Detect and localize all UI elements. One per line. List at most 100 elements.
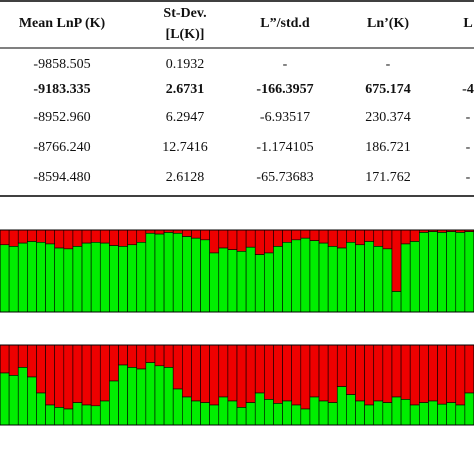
red-part [282,229,292,243]
table-cell: -65.73683 [256,170,313,185]
green-part [8,246,19,313]
table-cell: 12.7416 [162,140,208,155]
green-part [145,232,156,313]
header-cell: Ln’(K) [367,16,409,31]
green-part [99,400,110,426]
green-part [346,394,356,426]
red-part [200,344,210,403]
green-part [309,240,320,313]
table-cell: -9183.335 [33,82,90,97]
green-part [54,247,65,313]
red-part [382,344,393,403]
green-part [282,400,292,426]
red-part [218,229,229,249]
red-part [446,344,457,403]
green-part [273,246,283,313]
green-part [245,246,256,313]
green-part [391,291,402,313]
red-part [63,229,74,250]
red-part [154,344,165,367]
green-part [373,400,384,426]
green-part [409,404,420,426]
table-cell: - [466,140,471,155]
red-part [118,229,128,247]
green-part [145,362,156,426]
red-part [309,229,320,241]
table-body: -9858.505 0.1932 - - -9183.335 2.6731 -166.395… [33,57,473,185]
green-part [182,236,192,313]
red-part [8,344,19,376]
green-part [455,404,466,426]
red-part [99,229,110,244]
table-cell: - [386,57,391,72]
red-part [464,344,474,394]
green-part [81,242,92,313]
red-part [182,344,192,398]
green-part [254,392,265,426]
red-part [400,344,411,400]
green-part [264,252,274,313]
green-part [227,249,238,313]
red-part [227,344,238,402]
red-part [355,229,365,246]
green-part [419,232,429,313]
green-part [309,396,320,426]
red-part [391,344,402,398]
green-part [336,247,347,313]
green-part [163,232,174,313]
red-part [191,229,201,239]
red-part [200,229,210,241]
green-part [437,403,447,426]
red-part [227,229,238,250]
red-part [118,344,128,366]
red-part [17,344,28,368]
green-part [400,243,411,313]
red-part [81,229,92,244]
table-cell: -166.3957 [256,82,313,97]
green-part [127,244,138,313]
red-part [36,344,46,394]
red-part [291,344,302,406]
table-cell: -4 [462,82,474,97]
green-part [236,407,247,426]
red-part [236,344,247,408]
green-part [118,364,128,426]
green-part [327,246,338,313]
green-part [172,232,183,313]
green-part [236,251,247,313]
green-part [72,246,83,313]
green-part [336,386,347,426]
green-part [99,242,110,313]
green-part [282,242,292,313]
red-part [264,344,274,400]
green-part [254,254,265,313]
green-part [391,396,402,426]
red-part [72,344,83,403]
red-part [273,229,283,247]
red-part [54,344,65,408]
green-part [154,233,165,313]
red-part [90,229,101,243]
red-part [99,344,110,402]
table-cell: 2.6731 [166,82,205,97]
red-part [191,344,201,402]
green-part [109,245,119,313]
red-part [318,344,329,402]
red-part [346,229,356,243]
green-part [355,244,365,313]
red-part [154,229,165,235]
table-cell: 675.174 [365,82,411,97]
table-cell: - [283,57,288,72]
red-part [127,344,138,368]
table-cell: 0.1932 [166,57,205,72]
red-part [0,344,10,374]
green-part [300,408,311,426]
red-part [45,344,55,406]
green-part [218,247,229,313]
green-part [45,243,55,313]
green-part [218,396,229,426]
green-part [382,248,393,313]
red-part [236,229,247,252]
red-part [455,344,466,406]
